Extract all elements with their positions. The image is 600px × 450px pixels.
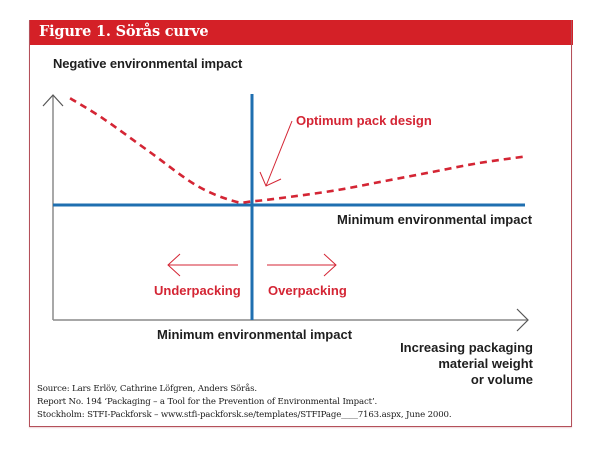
source-citation: Source: Lars Erlöv, Cathrine Löfgren, An… — [37, 383, 452, 422]
min-impact-horizontal-label: Minimum environmental impact — [337, 212, 533, 227]
overpacking-arrow-icon — [323, 253, 337, 277]
optimum-pointer-line — [265, 120, 293, 187]
figure-title: Figure 1. Sörås curve — [39, 23, 209, 40]
impact-curve — [69, 97, 526, 204]
y-axis-arrow-icon — [42, 94, 64, 107]
source-line: Stockholm: STFI-Packforsk – www.stfi-pac… — [37, 410, 452, 420]
figure-frame — [29, 20, 572, 427]
x-axis-label: Increasing packaging material weight or … — [400, 340, 533, 388]
optimum-arrowhead-icon — [259, 171, 282, 187]
x-axis-label-line: material weight — [438, 356, 533, 371]
source-line: Report No. 194 ‘Packaging – a Tool for t… — [37, 397, 378, 407]
overpacking-label: Overpacking — [268, 283, 347, 298]
underpacking-arrow-icon — [167, 253, 181, 277]
source-line: Source: Lars Erlöv, Cathrine Löfgren, An… — [37, 384, 257, 394]
x-axis-arrow-icon — [516, 308, 529, 332]
optimum-pack-design-label: Optimum pack design — [296, 113, 432, 128]
underpacking-label: Underpacking — [154, 283, 241, 298]
x-axis-label-line: Increasing packaging — [400, 340, 533, 355]
figure-title-bar: Figure 1. Sörås curve — [29, 20, 573, 45]
min-impact-vertical-label: Minimum environmental impact — [157, 327, 353, 342]
y-axis-label: Negative environmental impact — [53, 56, 243, 71]
x-axis-label-line: or volume — [470, 372, 533, 387]
